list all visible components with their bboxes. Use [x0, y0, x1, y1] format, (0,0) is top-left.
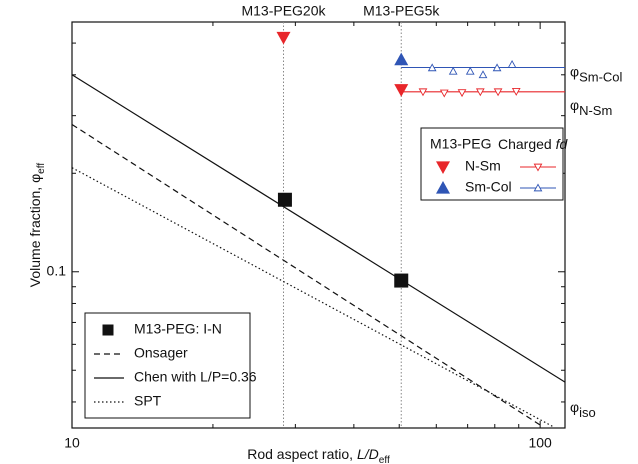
- end-label-symbol: φ: [570, 399, 579, 415]
- end-label: φSm-Col: [570, 63, 623, 85]
- series-line: [71, 74, 566, 383]
- x-axis-label-sub: eff: [379, 455, 390, 464]
- y-axis-label: Volume fraction, φeff: [27, 163, 47, 288]
- marker: [276, 31, 291, 45]
- legend-marker: [436, 181, 450, 194]
- legend-label: M13-PEG: I-N: [134, 321, 222, 337]
- legend-header-italic: fd: [556, 136, 569, 152]
- annotation-label: M13-PEG5k: [363, 3, 440, 19]
- marker: [511, 88, 521, 96]
- y-tick-label: 0.1: [47, 262, 67, 278]
- end-label-sub: iso: [579, 406, 596, 421]
- marker: [448, 66, 458, 75]
- x-axis-label: Rod aspect ratio, L/Deff: [247, 446, 390, 464]
- end-label: φN-Sm: [570, 96, 612, 118]
- legend-marker: [102, 324, 114, 336]
- y-axis-label-sub: eff: [36, 163, 47, 174]
- legend-header: Charged fd: [498, 136, 568, 152]
- marker: [394, 52, 409, 66]
- y-axis-label-text: Volume fraction,: [27, 183, 43, 287]
- plot-frame: [71, 21, 566, 429]
- legend-marker: [533, 183, 543, 192]
- marker: [507, 59, 517, 68]
- x-axis-label-text: Rod aspect ratio,: [247, 446, 357, 462]
- legend-label: Chen with L/P=0.36: [134, 369, 257, 385]
- end-label-sub: N-Sm: [579, 103, 612, 118]
- x-axis-label-italic: L/D: [357, 446, 379, 462]
- x-tick-label: 10: [64, 435, 80, 451]
- marker: [492, 63, 502, 72]
- marker: [418, 88, 428, 97]
- legend-label: Onsager: [134, 345, 188, 361]
- legend-label: SPT: [134, 393, 162, 409]
- x-tick-label: 100: [528, 435, 552, 451]
- marker: [465, 66, 475, 75]
- marker: [427, 63, 437, 72]
- legend-header: M13-PEG: [430, 136, 491, 152]
- marker: [277, 192, 292, 207]
- marker: [493, 88, 503, 97]
- series-line: [71, 167, 555, 428]
- end-label: φiso: [570, 399, 596, 421]
- end-label-sub: Sm-Col: [579, 70, 622, 85]
- annotation-label: M13-PEG20k: [241, 3, 326, 19]
- series-line: [71, 123, 541, 426]
- legend-marker: [533, 163, 543, 172]
- marker: [457, 89, 467, 98]
- end-label-symbol: φ: [570, 63, 579, 79]
- marker: [478, 70, 488, 79]
- marker: [394, 84, 409, 97]
- end-label-symbol: φ: [570, 96, 579, 112]
- legend-label: Sm-Col: [465, 179, 512, 195]
- legend-marker: [436, 161, 450, 174]
- y-axis-label-symbol: φ: [27, 174, 43, 183]
- marker: [475, 88, 485, 97]
- marker: [439, 89, 449, 98]
- legend-header-text: Charged: [498, 136, 556, 152]
- legend-label: N-Sm: [465, 158, 501, 174]
